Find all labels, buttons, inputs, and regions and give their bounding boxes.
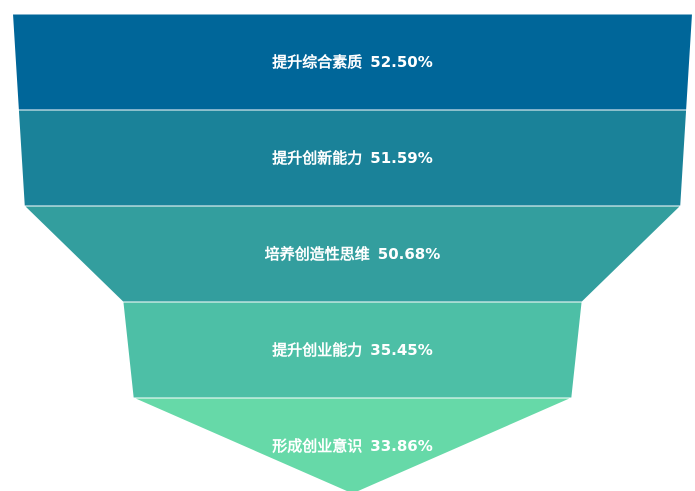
funnel-category-label: 形成创业意识	[272, 437, 362, 455]
funnel-category-label: 培养创造性思维	[265, 245, 370, 263]
funnel-category-label: 提升综合素质	[272, 53, 362, 71]
funnel-value-label: 50.68%	[378, 245, 440, 263]
funnel-value-label: 33.86%	[370, 437, 432, 455]
funnel-category-label: 提升创业能力	[272, 341, 362, 359]
funnel-category-label: 提升创新能力	[272, 149, 362, 167]
funnel-value-label: 52.50%	[370, 53, 432, 71]
funnel-label-4: 提升创业能力 35.45%	[272, 341, 433, 359]
funnel-segments	[11, 13, 694, 491]
funnel-labels: 提升综合素质 52.50% 提升创新能力 51.59% 培养创造性思维 50.68% 提升创…	[265, 53, 441, 455]
funnel-label-1: 提升综合素质 52.50%	[272, 53, 433, 71]
funnel-value-label: 35.45%	[370, 341, 432, 359]
funnel-segment-5[interactable]	[133, 397, 572, 491]
funnel-label-5: 形成创业意识 33.86%	[272, 437, 433, 455]
funnel-label-2: 提升创新能力 51.59%	[272, 149, 433, 167]
funnel-value-label: 51.59%	[370, 149, 432, 167]
funnel-label-3: 培养创造性思维 50.68%	[265, 245, 441, 263]
